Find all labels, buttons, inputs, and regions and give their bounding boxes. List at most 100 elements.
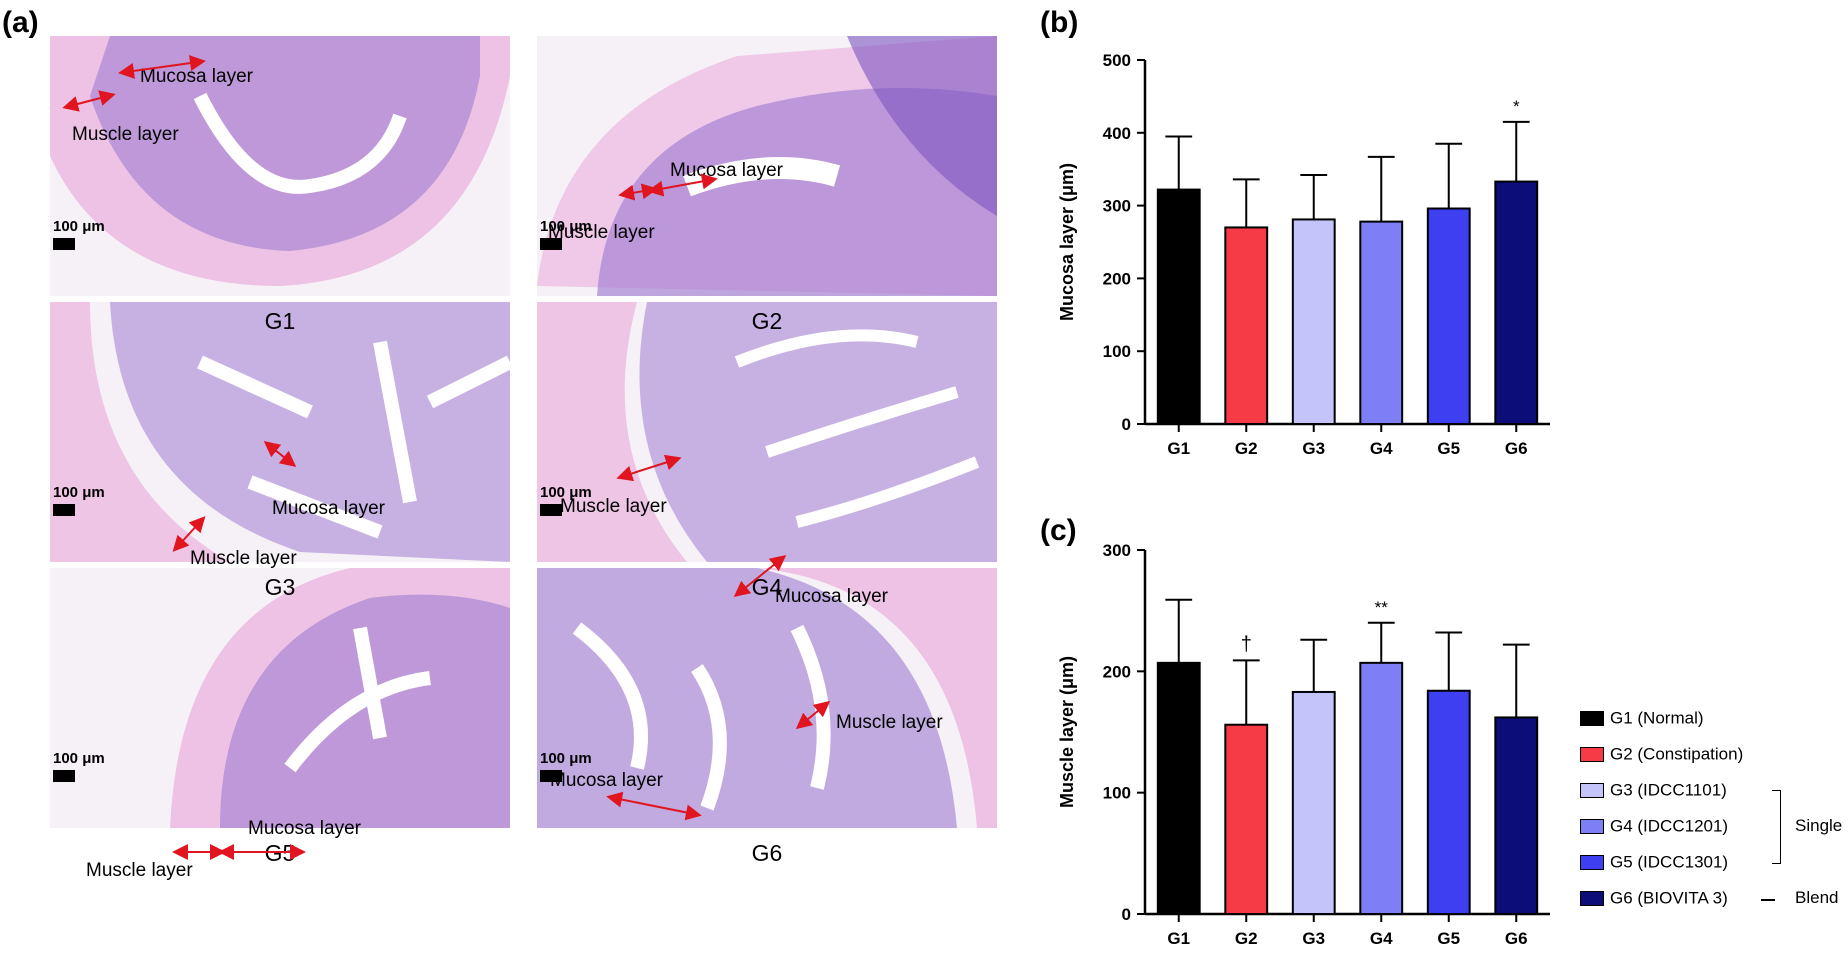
x-tick-label: G1 [1167, 439, 1190, 458]
scale-bar [540, 504, 562, 516]
muscle-layer-label: Muscle layer [548, 222, 655, 243]
measurement-arrow [606, 791, 702, 821]
mucosa-layer-label: Mucosa layer [272, 498, 385, 519]
y-tick-label: 200 [1103, 269, 1131, 288]
bar-g6 [1494, 716, 1539, 915]
y-axis-label: Mucosa layer (μm) [1057, 163, 1077, 321]
x-tick-label: G5 [1437, 439, 1460, 458]
micrograph-g5 [50, 568, 510, 828]
blend-group-label: Blend [1795, 888, 1839, 907]
legend-label: G4 (IDCC1201) [1610, 816, 1729, 836]
muscle-layer-label: Muscle layer [72, 124, 179, 145]
bar-g3 [1291, 218, 1336, 425]
histology-image [50, 302, 510, 562]
bar-g5 [1426, 689, 1471, 915]
scale-label: 100 μm [540, 750, 592, 767]
y-tick-label: 100 [1103, 784, 1131, 803]
histology-image [50, 36, 510, 296]
mucosa-layer-label: Mucosa layer [550, 770, 663, 791]
measurement-arrow [62, 90, 116, 112]
micrograph-caption: G2 [751, 308, 783, 334]
muscle-layer-label: Muscle layer [190, 548, 297, 569]
measurement-arrow [172, 516, 206, 552]
scale-bar [53, 770, 75, 782]
measurement-arrow [118, 55, 206, 79]
legend-label: G2 (Constipation) [1610, 744, 1744, 764]
significance-marker: * [1513, 97, 1520, 116]
scale-bar [53, 504, 75, 516]
muscle-layer-label: Muscle layer [86, 860, 193, 881]
y-tick-label: 300 [1103, 197, 1131, 216]
legend-label: G6 (BIOVITA 3) [1610, 888, 1728, 908]
legend-item-g4: G4 (IDCC1201) [1580, 816, 1728, 838]
measurement-arrow [263, 441, 297, 467]
micrograph-caption: G6 [751, 840, 783, 866]
bar-g6 [1494, 180, 1539, 425]
legend-swatch [1580, 747, 1604, 763]
histology-image [50, 568, 510, 828]
x-tick-label: G4 [1370, 929, 1393, 948]
legend-swatch [1580, 783, 1604, 799]
x-tick-label: G4 [1370, 439, 1393, 458]
scale-label: 100 μm [53, 750, 105, 767]
bar-g1 [1156, 661, 1201, 915]
measurement-arrows [62, 55, 831, 860]
legend-item-g6: G6 (BIOVITA 3) [1580, 888, 1728, 910]
mucosa-layer-label: Mucosa layer [248, 818, 361, 839]
single-group-label: Single [1795, 816, 1843, 835]
scale-label: 100 μm [540, 484, 592, 501]
measurement-arrow [618, 183, 658, 201]
scale-label: 100 μm [53, 218, 105, 235]
muscle-layer-label: Muscle layer [836, 712, 943, 733]
blend-dash [1761, 899, 1775, 901]
panel-a-label: (a) [2, 6, 39, 39]
significance-marker: ** [1375, 598, 1389, 617]
y-tick-label: 0 [1122, 905, 1131, 924]
micrograph-caption: G1 [264, 308, 296, 334]
scale-bar [540, 770, 562, 782]
scale-bar [53, 238, 75, 250]
legend-item-g5: G5 (IDCC1301) [1580, 852, 1728, 874]
legend-label: G3 (IDCC1101) [1610, 780, 1727, 800]
muscle-bar-chart: 0 100 200 300 Muscle layer (μm) G1 G2 † G3 G4 ** G5… [1057, 541, 1550, 948]
mucosa-bar-chart: 0 100 200 300 400 500 Mucosa layer (μm) G1 G2 G3 G… [1057, 51, 1550, 458]
mucosa-layer-label: Mucosa layer [775, 586, 888, 607]
y-axis-label: Muscle layer (μm) [1057, 656, 1077, 808]
micrograph-g3 [50, 302, 510, 562]
y-tick-label: 200 [1103, 662, 1131, 681]
legend-swatch [1580, 711, 1604, 727]
legend-swatch [1580, 855, 1604, 871]
x-tick-label: G6 [1505, 439, 1528, 458]
legend-swatch [1580, 819, 1604, 835]
bar-g3 [1291, 690, 1336, 915]
x-tick-label: G3 [1302, 929, 1325, 948]
legend-swatch [1580, 891, 1604, 907]
y-tick-label: 0 [1122, 415, 1131, 434]
bar-g1 [1156, 188, 1201, 425]
x-tick-label: G6 [1505, 929, 1528, 948]
histology-image [537, 36, 997, 296]
x-tick-label: G1 [1167, 929, 1190, 948]
micrograph-g6 [537, 568, 997, 828]
micrograph-g4 [537, 302, 997, 562]
x-tick-label: G2 [1235, 439, 1258, 458]
histology-image [537, 568, 997, 828]
bar-g4 [1359, 220, 1404, 425]
y-tick-label: 300 [1103, 541, 1131, 560]
micrograph-g2 [537, 36, 997, 296]
legend-label: G1 (Normal) [1610, 708, 1704, 728]
scale-label: 100 μm [540, 218, 592, 235]
bar-g4 [1359, 661, 1404, 915]
panel-c-label: (c) [1040, 514, 1077, 547]
legend-item-g1: G1 (Normal) [1580, 708, 1704, 730]
legend-label: G5 (IDCC1301) [1610, 852, 1729, 872]
scale-label: 100 μm [53, 484, 105, 501]
micrograph-caption: G3 [264, 574, 296, 600]
measurement-arrow [647, 173, 718, 197]
x-tick-label: G2 [1235, 929, 1258, 948]
y-tick-label: 500 [1103, 51, 1131, 70]
x-tick-label: G3 [1302, 439, 1325, 458]
muscle-layer-label: Muscle layer [560, 496, 667, 517]
legend-item-g3: G3 (IDCC1101) [1580, 780, 1727, 802]
single-bracket [1772, 790, 1781, 864]
